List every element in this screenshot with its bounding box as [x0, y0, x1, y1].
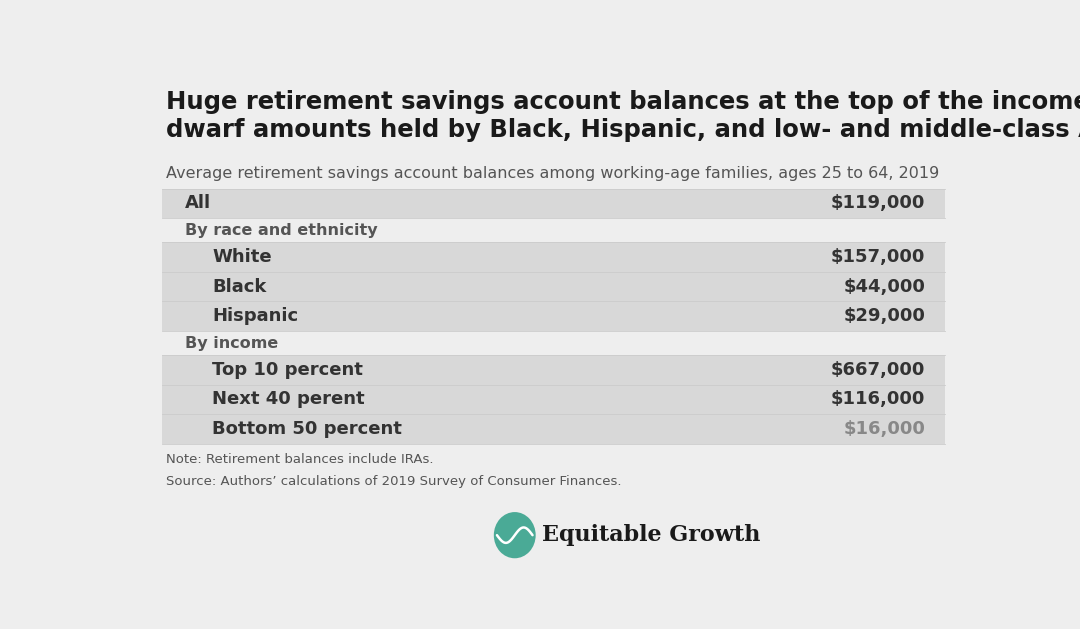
Text: Average retirement savings account balances among working-age families, ages 25 : Average retirement savings account balan… [166, 165, 940, 181]
Text: $29,000: $29,000 [843, 308, 926, 325]
Text: White: White [213, 248, 272, 266]
Text: $157,000: $157,000 [832, 248, 926, 266]
Text: Huge retirement savings account balances at the top of the income spectrum
dwarf: Huge retirement savings account balances… [166, 90, 1080, 142]
Ellipse shape [494, 512, 536, 559]
Text: Black: Black [213, 277, 267, 296]
Text: $119,000: $119,000 [832, 194, 926, 213]
Bar [162, 385, 945, 415]
Bar [162, 301, 945, 331]
Text: By income: By income [186, 335, 279, 350]
Bar [162, 415, 945, 444]
Bar [162, 189, 945, 218]
Text: By race and ethnicity: By race and ethnicity [186, 223, 378, 238]
Bar [162, 218, 945, 242]
Text: $16,000: $16,000 [843, 420, 926, 438]
Text: $667,000: $667,000 [832, 361, 926, 379]
Bar [162, 331, 945, 355]
Text: All: All [186, 194, 212, 213]
Text: Hispanic: Hispanic [213, 308, 299, 325]
Bar [162, 242, 945, 272]
Text: Note: Retirement balances include IRAs.: Note: Retirement balances include IRAs. [166, 453, 433, 466]
Text: $44,000: $44,000 [843, 277, 926, 296]
Text: $116,000: $116,000 [832, 391, 926, 408]
Text: Bottom 50 percent: Bottom 50 percent [213, 420, 403, 438]
Bar [162, 355, 945, 385]
Text: Equitable Growth: Equitable Growth [542, 524, 760, 546]
Text: Source: Authors’ calculations of 2019 Survey of Consumer Finances.: Source: Authors’ calculations of 2019 Su… [166, 475, 621, 487]
Text: Next 40 perent: Next 40 perent [213, 391, 365, 408]
Text: Top 10 percent: Top 10 percent [213, 361, 363, 379]
Bar [162, 272, 945, 301]
